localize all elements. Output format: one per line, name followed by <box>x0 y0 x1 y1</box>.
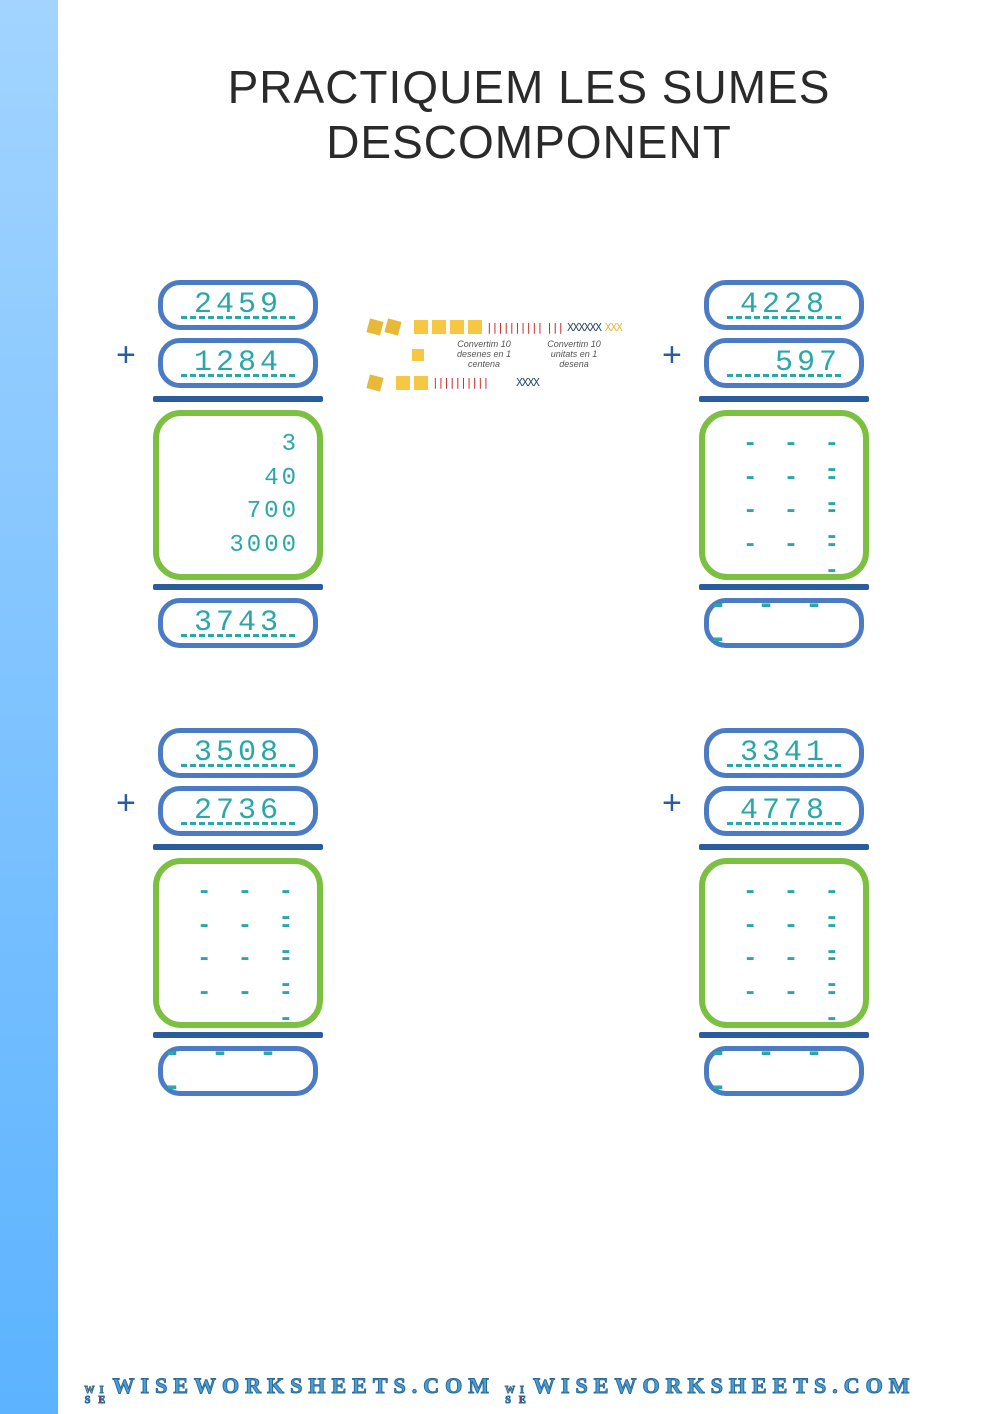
logo-icon: WS <box>85 1386 97 1406</box>
result-empty: - - - - <box>163 1037 313 1105</box>
tally-marks: |||||||||| <box>486 321 542 334</box>
logo-icon: IE <box>99 1386 111 1406</box>
tally-marks: |||||||||| <box>432 376 488 389</box>
logo-icon: WS <box>505 1386 517 1406</box>
work-line-empty: - - - - <box>723 432 845 458</box>
work-line-empty: - - - - <box>723 499 845 525</box>
dash-underline <box>181 316 295 319</box>
work-box[interactable]: - - - - - - - - - - - - - - - - <box>699 410 869 580</box>
work-line-empty: - - - - <box>723 533 845 559</box>
watermark-text: WSIEWISEWORKSHEETS.COM <box>505 1373 915 1406</box>
result-box[interactable]: 3743 <box>158 598 318 648</box>
divider-bar <box>153 844 323 850</box>
operand-a-box: 3508 <box>158 728 318 778</box>
work-line-empty: - - - - <box>723 981 845 1007</box>
watermark-footer: WSIEWISEWORKSHEETS.COM WSIEWISEWORKSHEET… <box>0 1373 1000 1406</box>
square-icon <box>414 376 428 390</box>
dash-underline <box>181 822 295 825</box>
operand-a-box: 4228 <box>704 280 864 330</box>
square-icon <box>468 320 482 334</box>
divider-bar <box>153 396 323 402</box>
logo-icon: IE <box>519 1386 531 1406</box>
cube-icon <box>366 374 383 391</box>
work-line-empty: - - - - <box>177 981 299 1007</box>
operand-b-box: 1284 <box>158 338 318 388</box>
page-title: PRACTIQUEM LES SUMES DESCOMPONENT <box>98 60 960 170</box>
result-empty: - - - - <box>709 589 859 657</box>
work-line: 700 <box>177 499 299 525</box>
left-gradient-bar <box>0 0 58 1414</box>
dash-underline <box>181 634 295 637</box>
work-box[interactable]: 3 40 700 3000 <box>153 410 323 580</box>
problem-2: + 4228 597 - - - - - - - - - - - - - - -… <box>694 280 894 648</box>
plus-sign: + <box>662 784 682 823</box>
worksheet-page: PRACTIQUEM LES SUMES DESCOMPONENT ||||||… <box>58 0 1000 1414</box>
dash-underline <box>727 374 841 377</box>
problems-grid: + 2459 1284 3 40 700 3000 3743 <box>98 280 960 1096</box>
work-box[interactable]: - - - - - - - - - - - - - - - - <box>153 858 323 1028</box>
annotation-note: Convertim 10 unitats en 1 desena <box>544 340 604 370</box>
dash-underline <box>727 822 841 825</box>
work-line-empty: - - - - <box>177 947 299 973</box>
problem-3: + 3508 2736 - - - - - - - - - - - - - - … <box>148 728 348 1096</box>
operand-a-box: 2459 <box>158 280 318 330</box>
work-line-empty: - - - - <box>723 914 845 940</box>
cube-icon <box>366 318 383 335</box>
problem-1: + 2459 1284 3 40 700 3000 3743 <box>148 280 348 648</box>
cross-marks: XXXX <box>516 376 539 389</box>
plus-sign: + <box>116 784 136 823</box>
square-icon <box>414 320 428 334</box>
work-line-empty: - - - - <box>177 914 299 940</box>
divider-bar <box>699 844 869 850</box>
dash-underline <box>181 764 295 767</box>
square-icon <box>412 349 424 361</box>
cross-marks: XXXXXX <box>567 321 601 334</box>
square-icon <box>396 376 410 390</box>
result-box[interactable]: - - - - <box>704 598 864 648</box>
dash-underline <box>727 316 841 319</box>
plus-sign: + <box>116 336 136 375</box>
result-empty: - - - - <box>709 1037 859 1105</box>
operand-b-box: 597 <box>704 338 864 388</box>
result-box[interactable]: - - - - <box>704 1046 864 1096</box>
cube-icon <box>384 318 401 335</box>
work-line-empty: - - - - <box>177 880 299 906</box>
work-line: 3 <box>177 432 299 458</box>
annotation-note: Convertim 10 desenes en 1 centena <box>454 340 514 370</box>
square-icon <box>450 320 464 334</box>
work-line-empty: - - - - <box>723 466 845 492</box>
divider-bar <box>699 396 869 402</box>
divider-bar <box>153 584 323 590</box>
work-box[interactable]: - - - - - - - - - - - - - - - - <box>699 858 869 1028</box>
plus-sign: + <box>662 336 682 375</box>
work-line: 3000 <box>177 533 299 559</box>
work-line: 40 <box>177 466 299 492</box>
result-box[interactable]: - - - - <box>158 1046 318 1096</box>
square-icon <box>432 320 446 334</box>
operand-b-box: 4778 <box>704 786 864 836</box>
problem-4: + 3341 4778 - - - - - - - - - - - - - - … <box>694 728 894 1096</box>
cross-marks: XXX <box>605 321 622 334</box>
decomposition-annotation: |||||||||| ||| XXXXXX XXX Convertim 10 d… <box>368 320 648 396</box>
dash-underline <box>181 374 295 377</box>
work-line-empty: - - - - <box>723 880 845 906</box>
operand-a-box: 3341 <box>704 728 864 778</box>
watermark-text: WSIEWISEWORKSHEETS.COM <box>85 1373 495 1406</box>
tally-marks: ||| <box>546 321 563 334</box>
operand-b-box: 2736 <box>158 786 318 836</box>
dash-underline <box>727 764 841 767</box>
work-line-empty: - - - - <box>723 947 845 973</box>
